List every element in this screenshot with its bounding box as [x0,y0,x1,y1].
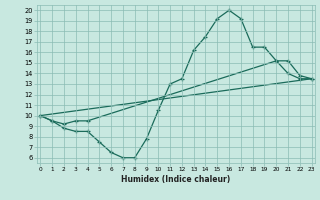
X-axis label: Humidex (Indice chaleur): Humidex (Indice chaleur) [121,175,231,184]
